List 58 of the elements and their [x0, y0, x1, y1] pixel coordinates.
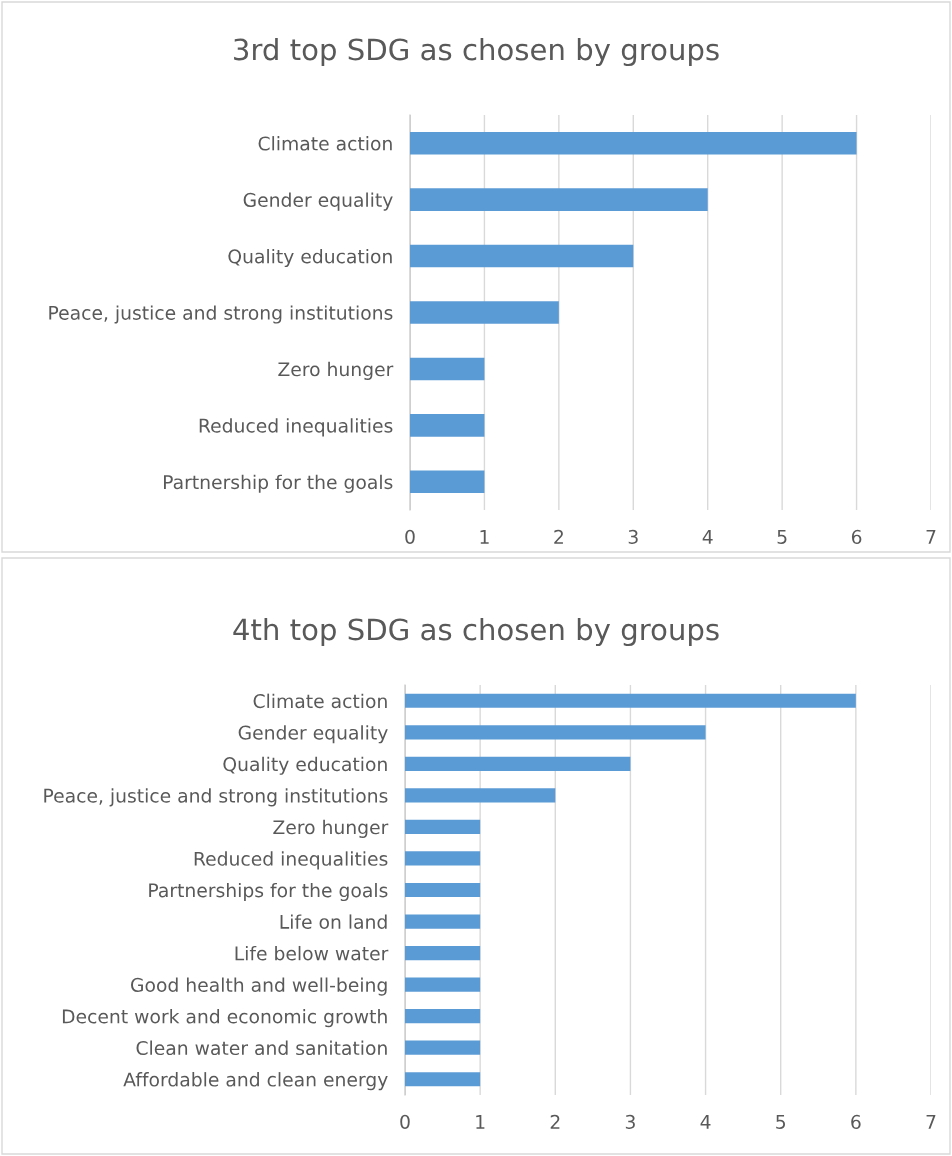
bar: [405, 1072, 481, 1087]
y-tick-label: Quality education: [228, 248, 392, 268]
bar: [410, 357, 485, 381]
bar: [410, 188, 708, 211]
y-tick-label: Affordable and clean energy: [123, 1072, 388, 1091]
bar: [405, 1009, 481, 1024]
y-tick-label: Gender equality: [243, 192, 393, 211]
y-tick-label: Peace, justice and strong institutions: [44, 788, 388, 807]
bar: [410, 470, 485, 494]
y-tick-label: Partnership for the goals: [164, 474, 393, 493]
bar: [405, 882, 481, 898]
y-tick-label: Reduced inequalities: [194, 851, 388, 870]
bar: [405, 945, 481, 961]
bar: [410, 131, 857, 155]
x-tick-label: 7: [926, 1115, 936, 1129]
bar: [405, 693, 856, 708]
x-tick-label: 3: [628, 529, 638, 544]
y-tick-label: Life below water: [235, 945, 389, 961]
bar: [405, 819, 481, 835]
x-tick-label: 0: [405, 529, 415, 544]
chart-title: 3rd top SDG as chosen by groups: [234, 37, 719, 67]
x-tick-label: 5: [776, 1115, 786, 1129]
y-tick-label: Zero hunger: [278, 361, 394, 380]
x-tick-label: 1: [480, 530, 489, 544]
bar: [410, 244, 634, 268]
y-tick-label: Clean water and sanitation: [136, 1040, 387, 1056]
x-tick-label: 0: [400, 1114, 410, 1129]
y-tick-label: Climate action: [258, 136, 392, 151]
bar: [410, 301, 559, 324]
y-tick-label: Peace, justice and strong institutions: [49, 305, 393, 324]
y-tick-label: Partnerships for the goals: [149, 882, 388, 902]
x-tick-label: 5: [777, 530, 787, 544]
x-tick-label: 4: [700, 1115, 711, 1129]
chart-title: 4th top SDG as chosen by groups: [233, 617, 719, 647]
y-tick-label: Good health and well-being: [131, 977, 387, 996]
bar: [405, 788, 556, 803]
bar: [405, 851, 481, 866]
x-tick-label: 2: [554, 529, 563, 544]
y-tick-label: Quality education: [223, 756, 387, 775]
x-tick-label: 1: [476, 1115, 485, 1129]
x-tick-label: 2: [550, 1114, 560, 1129]
y-tick-label: Climate action: [253, 693, 387, 709]
y-tick-label: Zero hunger: [273, 819, 389, 838]
x-tick-label: 6: [851, 529, 862, 544]
y-tick-label: Reduced inequalities: [199, 418, 393, 437]
y-tick-label: Decent work and economic growth: [62, 1009, 387, 1028]
x-tick-label: 4: [702, 530, 713, 544]
y-tick-label: Life on land: [280, 914, 387, 929]
x-tick-label: 7: [926, 530, 936, 544]
x-tick-label: 3: [625, 1114, 635, 1129]
y-tick-label: Gender equality: [238, 725, 388, 744]
bar: [405, 1040, 481, 1055]
bar: [405, 756, 631, 771]
bar: [410, 414, 485, 437]
bar: [405, 977, 481, 992]
x-tick-label: 6: [851, 1114, 861, 1129]
bar: [405, 725, 706, 740]
bar: [405, 914, 481, 929]
